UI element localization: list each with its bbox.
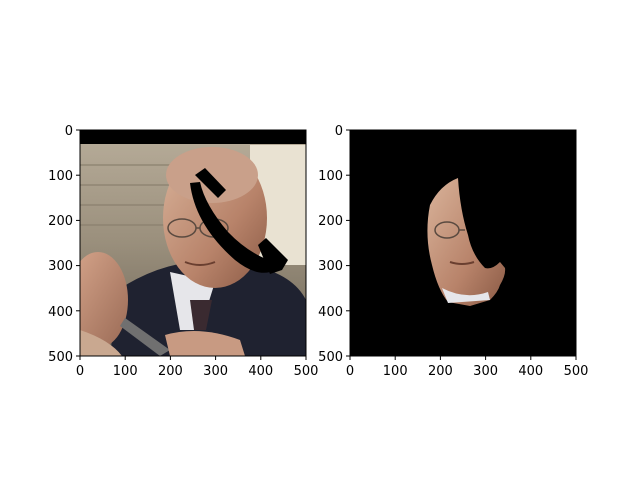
left-x-axis [79,356,307,360]
right-panel [350,130,576,356]
right-ytick-label: 400 [318,305,343,320]
right-ytick-label: 500 [318,350,343,365]
right-axes-frame [349,129,577,357]
right-ytick-label: 100 [318,169,343,184]
left-xtick-label: 100 [113,364,138,379]
photo-pen [120,318,170,356]
right-ytick-label: 0 [335,124,343,139]
left-ytick-label: 400 [48,305,73,320]
right-x-axis [349,356,577,360]
right-y-axis [346,129,350,357]
photo-slats [80,164,180,226]
left-xtick-label: 300 [203,364,228,379]
right-xtick-label: 200 [428,364,453,379]
left-y-axis [76,129,80,357]
left-ytick-label: 100 [48,169,73,184]
photo-mouth [184,261,216,266]
left-ytick-label: 200 [48,214,73,229]
right-xtick-label: 500 [564,364,589,379]
left-xtick-label: 200 [158,364,183,379]
photo-bald-head [166,147,258,203]
left-ytick-label: 500 [48,350,73,365]
photo-hand [165,331,245,356]
left-panel [80,130,306,356]
photo-second-man-chin [80,330,122,356]
left-xtick-label: 0 [76,364,84,379]
photo-second-man [80,252,128,348]
left-ytick-label: 300 [48,259,73,274]
left-ytick-label: 0 [65,124,73,139]
segmented-collar [442,288,490,303]
right-xtick-label: 300 [473,364,498,379]
phone-occlusion [190,168,288,274]
segmented-face-mouth [449,261,475,265]
segmented-face-glasses [434,221,465,239]
segmented-face [427,178,506,306]
right-xtick-label: 100 [383,364,408,379]
right-ytick-label: 300 [318,259,343,274]
left-xtick-label: 400 [248,364,273,379]
right-xtick-label: 0 [346,364,354,379]
right-xtick-label: 400 [518,364,543,379]
left-xtick-label: 500 [294,364,319,379]
black-top-band [80,130,306,144]
left-axes-frame [79,129,307,357]
photo-tie [190,300,212,330]
right-ytick-label: 200 [318,214,343,229]
